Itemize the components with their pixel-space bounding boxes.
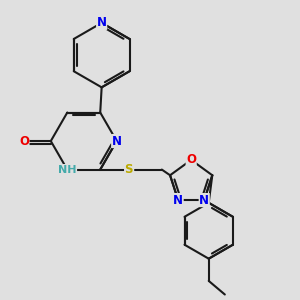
Text: N: N	[112, 134, 122, 148]
Text: S: S	[124, 163, 133, 176]
Text: O: O	[186, 153, 196, 167]
Text: N: N	[97, 16, 107, 29]
Text: O: O	[19, 134, 29, 148]
Text: N: N	[199, 194, 209, 207]
Text: N: N	[173, 194, 183, 207]
Text: NH: NH	[58, 165, 76, 175]
